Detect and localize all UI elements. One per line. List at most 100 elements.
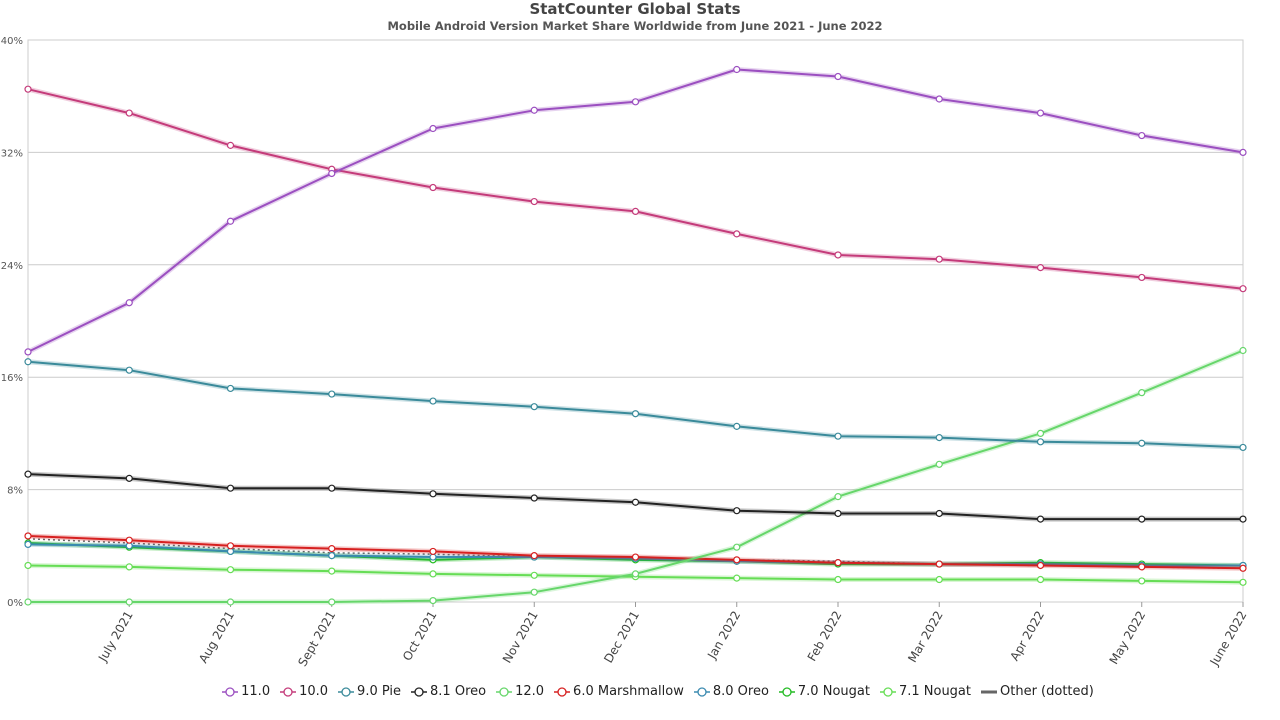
- series-line-8-1-oreo: [27, 473, 1243, 521]
- data-point-12-0: [1239, 346, 1247, 355]
- data-point-8-1-oreo: [834, 509, 842, 518]
- legend-item-8-0-oreo[interactable]: 8.0 Oreo: [693, 684, 769, 699]
- data-point-7-1-nougat: [834, 575, 842, 584]
- data-point-10-0: [1138, 273, 1146, 282]
- legend-item-other-dotted[interactable]: Other (dotted): [981, 684, 1094, 699]
- legend-item-6-0-marshmallow[interactable]: 6.0 Marshmallow: [554, 684, 684, 699]
- data-point-6-0-marshmallow: [125, 536, 133, 544]
- data-point-12-0: [935, 460, 943, 468]
- data-point-8-1-oreo: [530, 494, 538, 502]
- x-tick-label: Feb 2022: [805, 609, 845, 664]
- data-point-9-0-pie: [631, 410, 640, 418]
- x-tick-label: Sept 2021: [295, 609, 338, 669]
- data-point-7-1-nougat: [733, 574, 741, 582]
- data-point-10-0: [834, 251, 842, 259]
- data-point-6-0-marshmallow: [1036, 561, 1045, 570]
- x-tick-label: Oct 2021: [400, 609, 440, 664]
- data-point-7-1-nougat: [328, 567, 336, 575]
- legend-marker-icon: [222, 686, 239, 697]
- legend-item-7-1-nougat[interactable]: 7.1 Nougat: [879, 684, 971, 699]
- legend-item-10-0[interactable]: 10.0: [280, 684, 328, 699]
- data-point-12-0: [328, 598, 336, 606]
- data-point-11-0: [226, 217, 235, 225]
- legend-item-9-0-pie[interactable]: 9.0 Pie: [338, 684, 401, 699]
- legend-label: 8.0 Oreo: [712, 684, 769, 699]
- data-point-6-0-marshmallow: [429, 547, 437, 556]
- data-point-9-0-pie: [226, 384, 235, 393]
- data-point-6-0-marshmallow: [733, 556, 741, 564]
- y-tick-label: 24%: [1, 261, 23, 272]
- legend-label: 8.1 Oreo: [430, 684, 487, 699]
- data-point-9-0-pie: [24, 358, 32, 366]
- data-point-7-1-nougat: [1239, 578, 1247, 586]
- data-point-11-0: [1036, 109, 1045, 117]
- data-point-12-0: [429, 596, 437, 605]
- data-point-9-0-pie: [1239, 443, 1247, 452]
- legend-label: 7.0 Nougat: [797, 684, 870, 699]
- data-point-11-0: [733, 65, 741, 74]
- data-point-11-0: [530, 106, 538, 114]
- data-point-8-0-oreo: [328, 552, 336, 560]
- data-point-8-1-oreo: [1036, 515, 1045, 523]
- legend-item-8-1-oreo[interactable]: 8.1 Oreo: [411, 684, 486, 699]
- legend-marker-icon: [778, 686, 795, 697]
- data-point-12-0: [226, 598, 235, 606]
- y-tick-label: 40%: [1, 36, 23, 47]
- data-point-10-0: [935, 255, 943, 263]
- data-point-6-0-marshmallow: [935, 560, 943, 568]
- data-point-12-0: [733, 543, 741, 551]
- data-point-8-1-oreo: [24, 470, 32, 478]
- legend-label: 7.1 Nougat: [898, 684, 971, 699]
- legend-item-11-0[interactable]: 11.0: [222, 684, 270, 699]
- y-tick-label: 8%: [7, 486, 23, 497]
- data-point-11-0: [834, 72, 842, 81]
- data-point-8-1-oreo: [935, 509, 943, 518]
- data-point-7-1-nougat: [935, 575, 943, 584]
- data-point-6-0-marshmallow: [24, 532, 32, 540]
- data-point-10-0: [24, 85, 32, 93]
- data-point-9-0-pie: [328, 390, 336, 398]
- x-tick-label: July 2021: [95, 609, 136, 665]
- data-point-10-0: [530, 197, 538, 206]
- data-point-11-0: [328, 169, 336, 178]
- legend-label: 9.0 Pie: [357, 684, 402, 699]
- data-point-7-1-nougat: [226, 566, 235, 574]
- data-point-9-0-pie: [125, 366, 133, 374]
- data-point-7-1-nougat: [429, 570, 437, 578]
- legend-marker-icon: [411, 686, 428, 697]
- data-point-7-1-nougat: [530, 571, 538, 579]
- data-point-7-1-nougat: [24, 561, 32, 570]
- legend-label: 12.0: [515, 684, 545, 699]
- data-point-11-0: [1239, 148, 1247, 156]
- data-point-10-0: [125, 109, 133, 117]
- x-tick-label: June 2022: [1207, 609, 1250, 669]
- data-point-6-0-marshmallow: [1138, 563, 1146, 571]
- data-point-6-0-marshmallow: [226, 542, 235, 550]
- legend-marker-icon: [554, 686, 571, 697]
- y-tick-label: 16%: [1, 373, 23, 384]
- chart-subtitle: Mobile Android Version Market Share Worl…: [387, 19, 883, 33]
- data-point-7-1-nougat: [125, 563, 133, 571]
- x-tick-label: Mar 2022: [905, 609, 946, 665]
- data-point-11-0: [24, 348, 32, 356]
- legend-item-7-0-nougat[interactable]: 7.0 Nougat: [778, 684, 870, 699]
- chart-title: StatCounter Global Stats: [529, 0, 741, 18]
- data-point-9-0-pie: [834, 432, 842, 440]
- legend-marker-icon: [693, 686, 710, 697]
- data-point-12-0: [834, 493, 842, 501]
- x-tick-label: Dec 2021: [601, 609, 642, 666]
- data-point-11-0: [1138, 131, 1146, 140]
- legend-marker-icon: [496, 686, 513, 697]
- data-point-8-1-oreo: [328, 484, 336, 492]
- data-point-6-0-marshmallow: [530, 552, 538, 560]
- series-line-9-0-pie: [27, 360, 1244, 449]
- data-point-9-0-pie: [1138, 439, 1146, 447]
- legend-item-12-0[interactable]: 12.0: [496, 684, 544, 699]
- series-shadow-8-1-oreo: [27, 471, 1243, 522]
- data-point-8-1-oreo: [125, 474, 133, 482]
- data-point-10-0: [733, 230, 741, 238]
- legend-marker-icon: [338, 686, 355, 697]
- data-point-11-0: [125, 299, 133, 307]
- data-point-9-0-pie: [935, 434, 943, 442]
